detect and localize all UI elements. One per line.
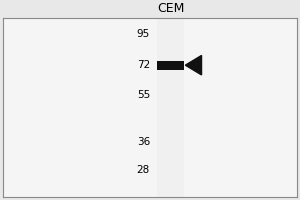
Text: 95: 95: [137, 29, 150, 39]
Polygon shape: [185, 55, 202, 75]
Text: 28: 28: [137, 165, 150, 175]
Text: CEM: CEM: [157, 2, 184, 15]
Text: 72: 72: [137, 60, 150, 70]
Bar: [158, 61, 184, 70]
Bar: [3, 18, 158, 197]
Text: 36: 36: [137, 137, 150, 147]
Text: 55: 55: [137, 90, 150, 100]
Bar: [184, 18, 297, 197]
Bar: [158, 18, 184, 197]
